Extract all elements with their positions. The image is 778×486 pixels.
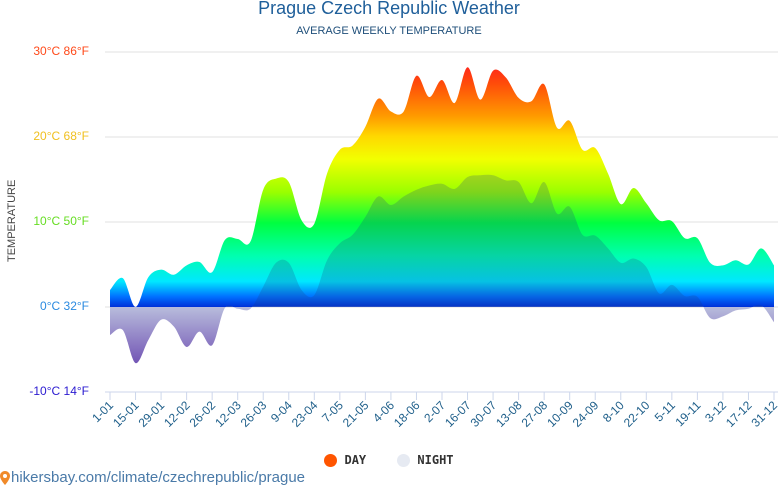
x-tick-label: 15-01 [110,398,142,430]
x-tick-label: 12-03 [212,398,244,430]
x-tick-label: 13-08 [493,398,525,430]
x-tick-label: 22-10 [621,398,653,430]
x-tick-label: 17-12 [723,398,755,430]
source-url: hikersbay.com/climate/czechrepublic/prag… [11,469,306,486]
legend: DAY NIGHT [0,453,778,470]
legend-night-label: NIGHT [417,453,454,467]
chart-title: Prague Czech Republic Weather [258,0,520,18]
x-tick-label: 29-01 [136,398,168,430]
legend-item-day[interactable]: DAY [324,453,366,467]
x-tick-label: 21-05 [340,398,372,430]
y-tick-label: 20°C 68°F [33,129,89,143]
y-tick-label: 30°C 86°F [33,44,89,58]
chart-subtitle: AVERAGE WEEKLY TEMPERATURE [296,25,482,37]
x-tick-label: 27-08 [519,398,551,430]
x-tick-label: 26-03 [238,398,270,430]
night-dot-icon [397,453,411,467]
x-tick-label: 19-11 [673,398,704,429]
legend-item-night[interactable]: NIGHT [397,453,454,467]
source-link[interactable]: hikersbay.com/climate/czechrepublic/prag… [0,469,305,486]
day-dot-icon [324,453,338,467]
x-tick-label: 24-09 [570,398,602,430]
x-tick-label: 10-09 [544,398,576,430]
x-tick-label: 18-06 [391,398,423,430]
x-tick-label: 23-04 [289,398,321,430]
y-tick-label: -10°C 14°F [29,384,89,398]
night-area [110,174,774,364]
x-tick-label: 26-02 [187,398,219,430]
x-tick-label: 31-12 [749,398,778,430]
y-tick-label: 0°C 32°F [40,299,89,313]
map-pin-icon [0,470,10,485]
legend-day-label: DAY [344,453,367,467]
x-tick-label: 16-07 [442,398,474,430]
x-tick-label: 30-07 [468,398,500,430]
x-tick-label: 12-02 [161,398,193,430]
y-tick-label: 10°C 50°F [33,214,89,228]
